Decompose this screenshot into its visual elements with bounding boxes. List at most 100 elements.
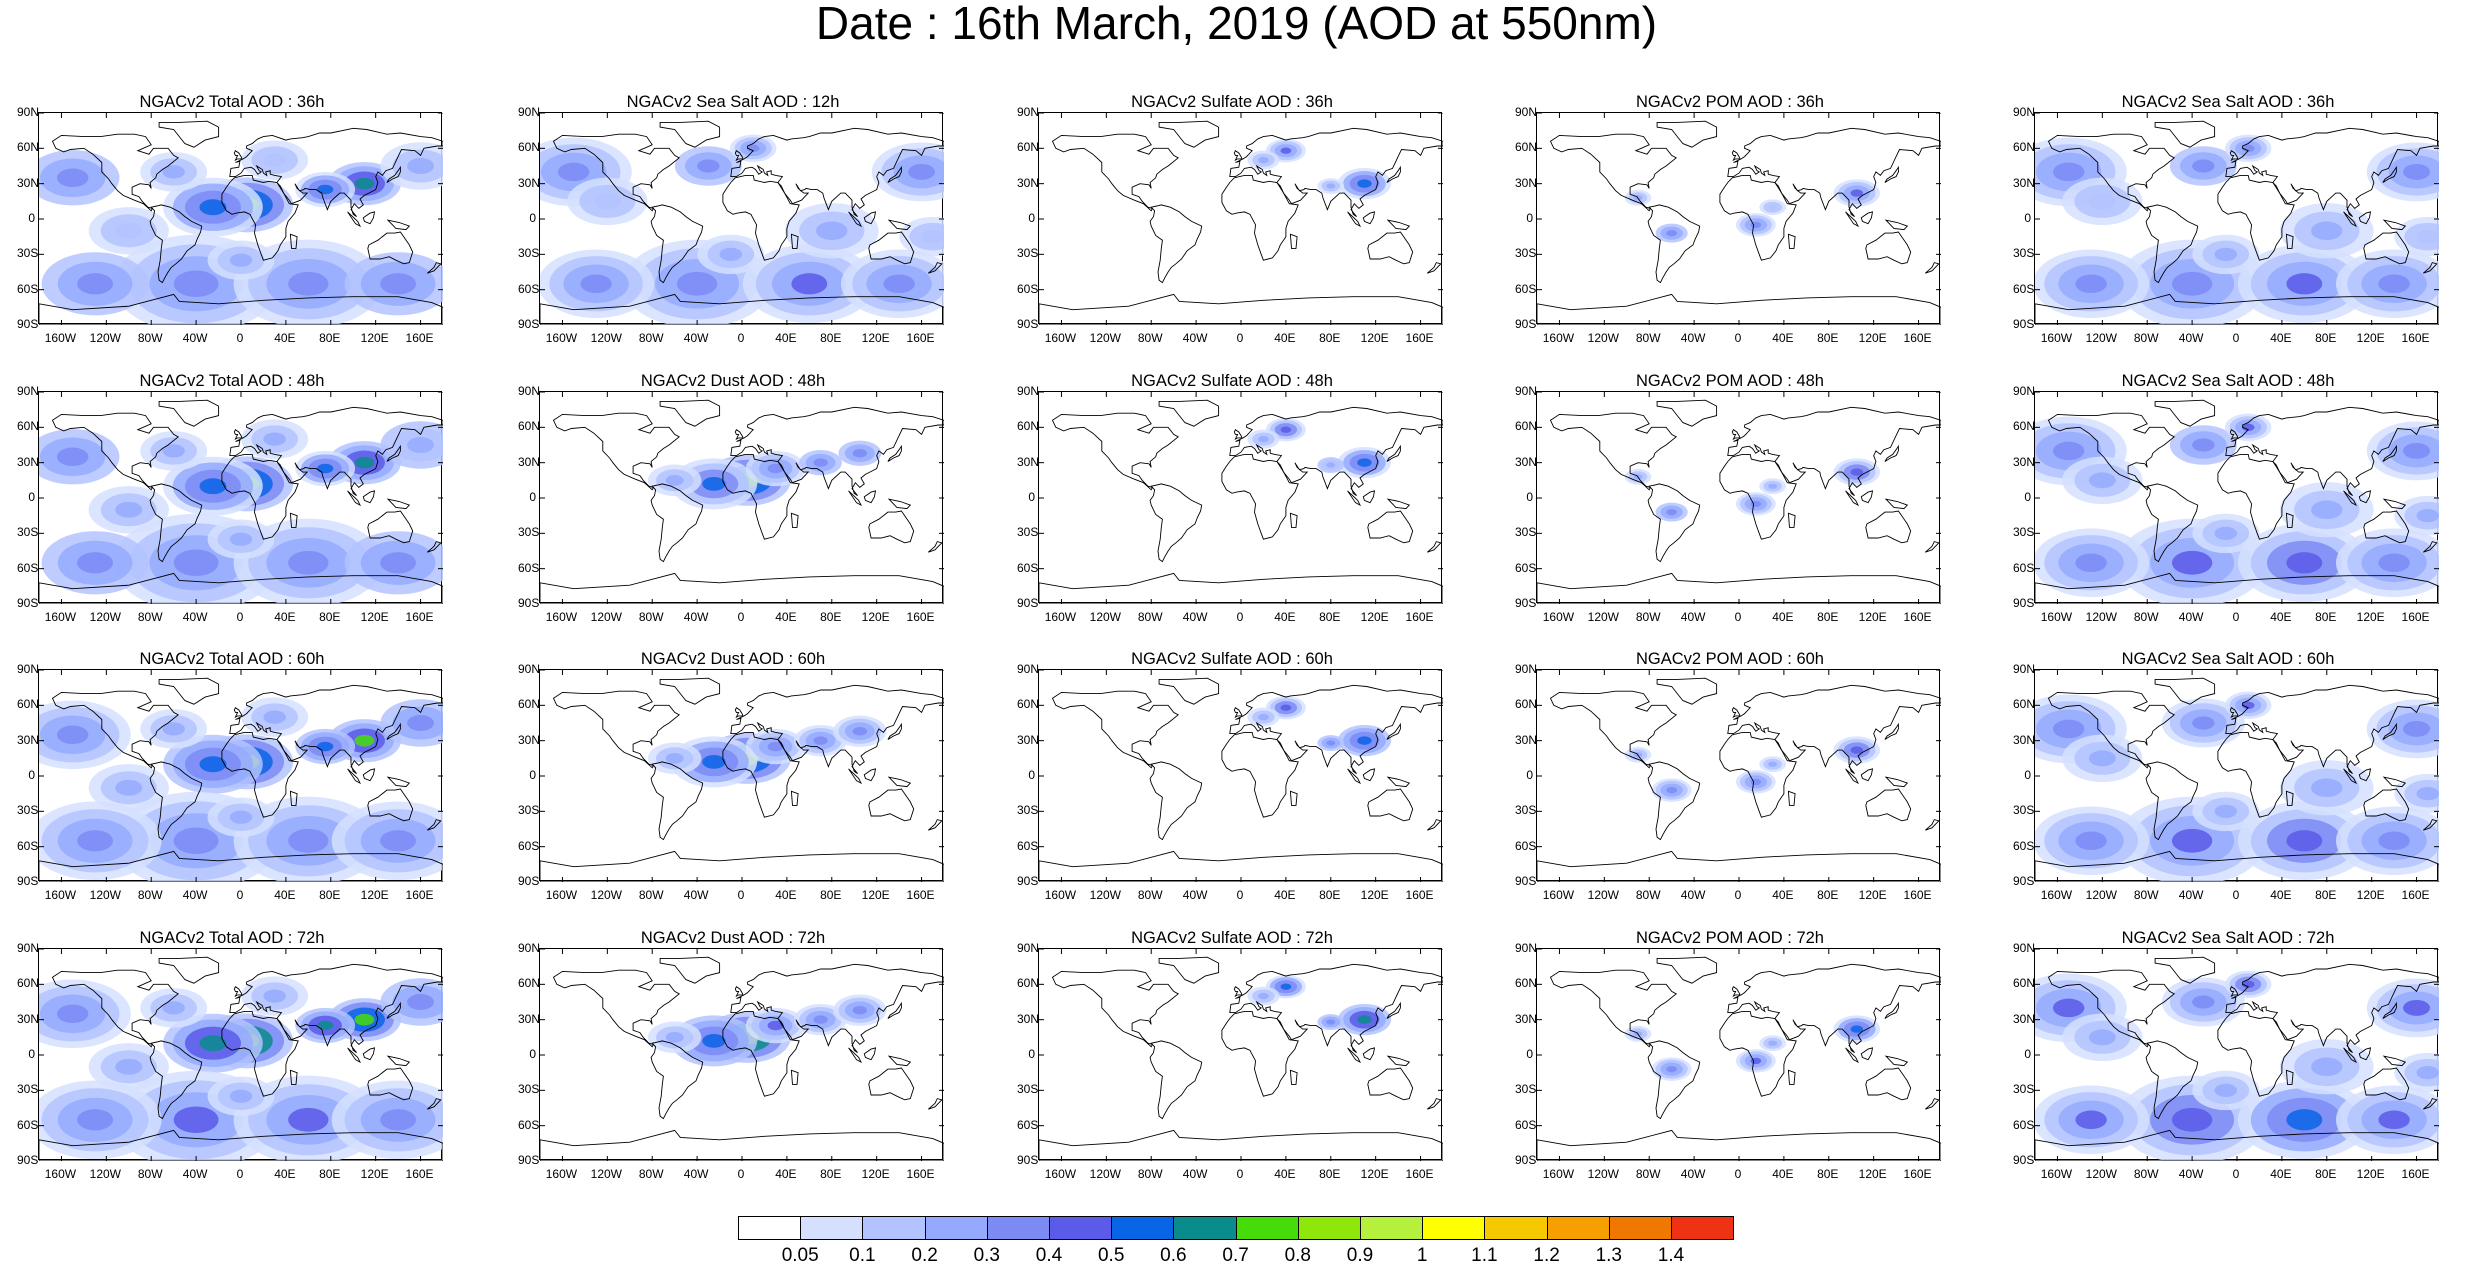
coastline: [1884, 165, 1899, 183]
map-panel: NGACv2 Sulfate AOD : 48h 90N 60N 30N 0 30S 60S…: [1017, 371, 1447, 631]
coastline: [1537, 293, 1941, 325]
lon-tick-label: 80E: [1319, 888, 1341, 902]
map-panel: NGACv2 Dust AOD : 48h 90N 60N 30N 0 30S 60S 90S…: [518, 371, 948, 631]
lat-tick-label: 30S: [1017, 525, 1039, 540]
lon-tick-label: 80E: [319, 1167, 341, 1181]
lat-tick-label: 60S: [1515, 838, 1537, 853]
lon-tick-label: 80W: [638, 331, 664, 345]
lat-tick-label: 60N: [2013, 419, 2036, 434]
lat-tick-label: 30N: [2013, 175, 2036, 190]
lat-tick-label: 30N: [1515, 732, 1538, 747]
colorbar-label: 1.2: [1533, 1245, 1560, 1266]
lat-tick-label: 0: [28, 768, 35, 782]
lat-tick-label: 90S: [518, 596, 540, 610]
lat-tick-label: 30N: [17, 454, 40, 469]
coastline: [1221, 731, 1299, 818]
coastline: [887, 722, 902, 740]
coastline: [734, 707, 744, 719]
lon-tick-label: 160W: [44, 1167, 77, 1181]
coastline: [659, 677, 721, 705]
aod-plume: [2286, 552, 2323, 574]
aod-plume: [1666, 1065, 1678, 1073]
coastline: [1647, 1040, 1701, 1120]
lon-tick-label: 120W: [590, 888, 622, 902]
lon-tick-label: 40E: [2270, 1167, 2292, 1181]
lon-tick-label: 0: [2232, 888, 2240, 902]
aod-plume: [380, 830, 417, 852]
coastline: [367, 1067, 414, 1101]
lat-tick-label: 60S: [2013, 281, 2035, 296]
coastline: [1427, 1098, 1442, 1110]
lon-tick-label: 120W: [89, 610, 121, 624]
lat-tick-label: 90N: [518, 105, 541, 119]
coastline: [229, 963, 443, 1053]
lon-tick-label: 40E: [1772, 888, 1794, 902]
coastline: [1719, 1010, 1797, 1097]
lat-tick-label: 0: [529, 1047, 536, 1061]
map-panel: NGACv2 POM AOD : 36h 90N 60N 30N 0 30S 60S 90S 1…: [1515, 92, 1945, 352]
aod-plume: [852, 449, 868, 458]
coastline: [848, 490, 863, 507]
coastline: [2229, 429, 2239, 441]
lon-tick-label: 160E: [1405, 610, 1434, 624]
coastline: [1731, 986, 1741, 998]
coastline: [1362, 768, 1376, 782]
aod-plume: [115, 222, 143, 239]
aod-plume: [2052, 162, 2085, 182]
lon-tick-label: 160E: [1405, 888, 1434, 902]
lon-tick-label: 40W: [1680, 888, 1706, 902]
lon-tick-label: 40W: [2178, 610, 2204, 624]
aod-plume: [115, 779, 143, 796]
lat-tick-label: 30N: [17, 175, 40, 190]
lat-tick-label: 60S: [17, 560, 39, 575]
coastline: [1229, 406, 1443, 496]
coastline: [1386, 776, 1411, 788]
lat-tick-label: 90N: [1515, 941, 1538, 955]
coastline: [1427, 541, 1442, 553]
lat-tick-label: 30S: [17, 246, 39, 261]
coastline: [540, 293, 944, 325]
lat-tick-label: 30S: [1515, 246, 1537, 261]
coastline: [149, 1040, 203, 1120]
aod-map-plot: [540, 392, 944, 604]
lon-tick-label: 120E: [1858, 331, 1887, 345]
lat-tick-label: 90S: [2013, 874, 2035, 888]
aod-plume: [199, 478, 227, 495]
lon-tick-label: 160W: [545, 331, 578, 345]
coastline: [1731, 150, 1741, 162]
aod-plume: [2214, 804, 2237, 818]
aod-plume: [697, 159, 720, 173]
aod-plume: [2403, 442, 2431, 459]
coastline: [2423, 262, 2438, 274]
aod-map-plot: [2035, 949, 2439, 1161]
aod-plume: [1357, 736, 1372, 745]
aod-plume: [2171, 271, 2213, 296]
coastline: [650, 761, 704, 841]
colorbar-swatch: [1360, 1216, 1424, 1240]
aod-plume: [56, 447, 89, 467]
coastline: [289, 512, 298, 528]
lon-tick-label: 80W: [1137, 331, 1163, 345]
coastline: [552, 412, 681, 491]
coastline: [1221, 174, 1299, 261]
lon-tick-label: 0: [1734, 610, 1742, 624]
aod-plume: [1326, 1019, 1336, 1025]
coastline: [1865, 788, 1912, 822]
lon-tick-label: 80E: [319, 610, 341, 624]
lon-tick-label: 120E: [360, 1167, 389, 1181]
lat-tick-label: 60S: [1017, 838, 1039, 853]
aod-plume: [816, 221, 848, 241]
lon-tick-label: 160W: [44, 888, 77, 902]
aod-plume: [2241, 144, 2255, 153]
coastline: [2154, 399, 2216, 427]
lon-tick-label: 40W: [182, 610, 208, 624]
lon-tick-label: 120W: [1587, 610, 1619, 624]
lat-tick-label: 60N: [518, 697, 541, 712]
coastline: [427, 541, 442, 553]
coastline: [1865, 1067, 1912, 1101]
aod-plume: [767, 1020, 784, 1031]
aod-plume: [199, 756, 227, 773]
map-panel: NGACv2 Dust AOD : 72h 90N 60N 30N 0 30S 60S 90S…: [518, 928, 948, 1188]
colorbar-swatch: [1608, 1216, 1672, 1240]
aod-plume: [115, 1058, 143, 1075]
